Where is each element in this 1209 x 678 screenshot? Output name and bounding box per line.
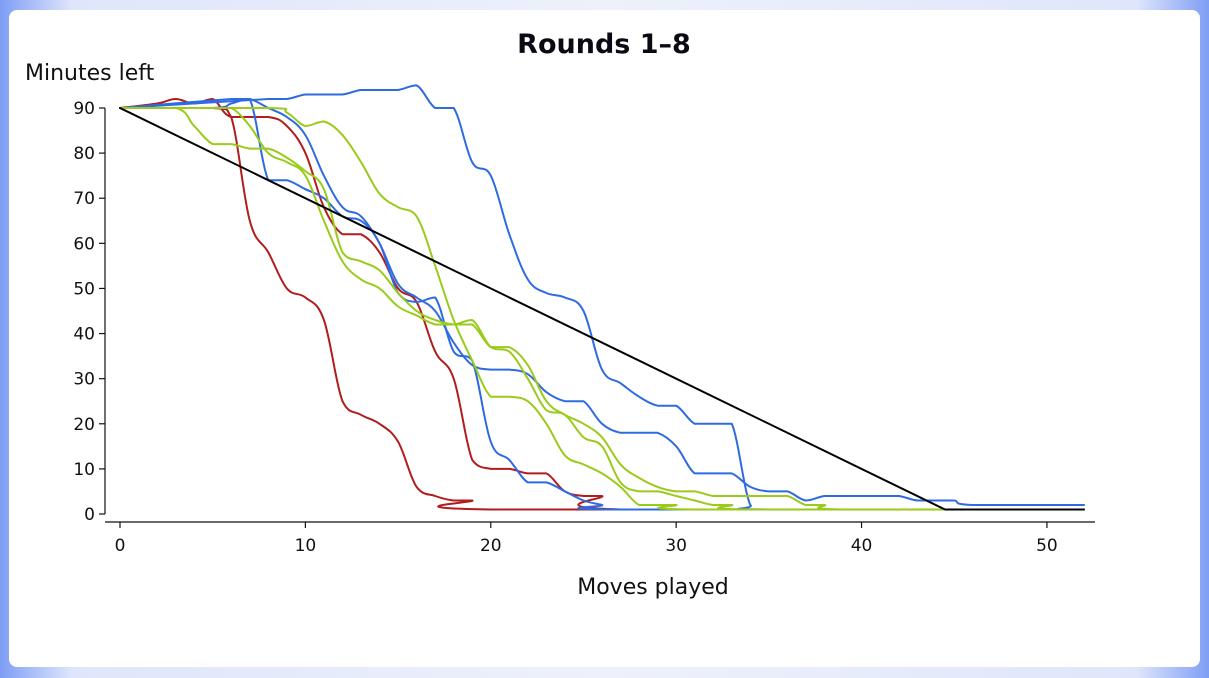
y-tick-label: 60 [73, 234, 95, 254]
series-line-6 [119, 107, 1085, 511]
chart-title: Rounds 1–8 [517, 29, 691, 60]
line-chart: Rounds 1–8 Minutes left Moves played 0 10… [25, 29, 1095, 600]
x-tick-label: 50 [1036, 536, 1058, 556]
x-tick-label: 20 [480, 536, 502, 556]
y-tick-label: 70 [73, 189, 95, 209]
y-tick-label: 80 [73, 144, 95, 164]
y-tick-label: 0 [84, 505, 95, 525]
series-line-2 [119, 106, 1085, 511]
series-line-5 [119, 84, 1085, 511]
x-tick-label: 40 [851, 536, 873, 556]
x-tick-label: 0 [115, 536, 126, 556]
axes: 0 10 20 30 40 50 60 70 80 90 0 10 20 30 40 50 [73, 99, 1095, 556]
y-tick-label: 50 [73, 279, 95, 299]
series-line-7 [119, 107, 1085, 511]
y-tick-label: 30 [73, 370, 95, 390]
x-tick-label: 30 [665, 536, 687, 556]
x-tick-label: 10 [295, 536, 317, 556]
x-axis-label: Moves played [577, 575, 729, 600]
y-tick-label: 90 [73, 99, 95, 119]
y-tick-label: 40 [73, 325, 95, 345]
series-group [119, 84, 1085, 511]
y-tick-label: 20 [73, 415, 95, 435]
y-tick-label: 10 [73, 460, 95, 480]
series-line-4 [119, 98, 1085, 506]
y-axis-label: Minutes left [25, 61, 155, 86]
series-line-8 [119, 106, 1085, 511]
reference-line [119, 107, 1085, 511]
chart-card: Rounds 1–8 Minutes left Moves played 0 10… [9, 10, 1200, 667]
